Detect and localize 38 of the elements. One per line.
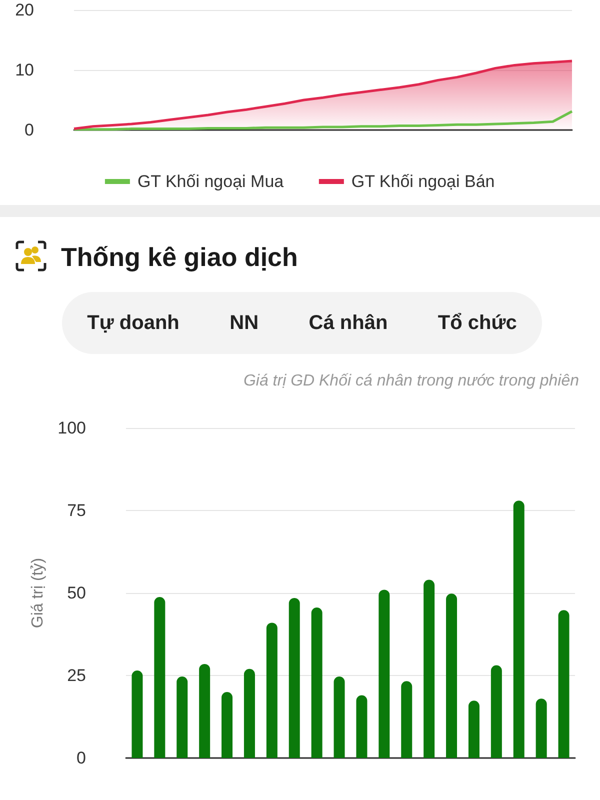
y-tick-label: 50 (67, 584, 86, 602)
bar (311, 608, 322, 758)
bar (513, 500, 524, 758)
y-tick-label: 25 (67, 666, 86, 685)
chart-title: Thống kê giao dịch (61, 242, 298, 272)
bar (378, 590, 390, 758)
y-tick-label: 75 (67, 501, 86, 520)
bar (334, 676, 345, 758)
bar (401, 681, 412, 758)
bar (446, 594, 458, 758)
bar (154, 596, 166, 758)
bar (468, 700, 480, 758)
bar (356, 695, 368, 758)
chart-subtitle: Giá trị GD Khối cá nhân trong nước trong phiên (243, 372, 580, 390)
y-axis-title: Giá trị (tỷ) (30, 558, 46, 628)
y-tick-label: 0 (24, 120, 34, 140)
bar (424, 580, 435, 758)
legend-label: GT Khối ngoại Mua (137, 172, 284, 191)
bar (266, 622, 278, 758)
bar (536, 698, 547, 758)
bar (199, 664, 210, 758)
text: NN (228, 310, 260, 336)
bar (176, 676, 188, 758)
bar (558, 610, 570, 758)
line-series (72, 110, 574, 131)
bar (490, 665, 502, 758)
bar (288, 598, 300, 758)
y-tick-label: 10 (15, 60, 34, 80)
text: Tổ chức (436, 310, 518, 336)
legend-label: GT Khối ngoại Bán (351, 172, 495, 191)
bar (222, 692, 233, 758)
bar (244, 668, 255, 758)
y-tick-label: 20 (15, 0, 34, 20)
y-tick-label: 100 (58, 418, 86, 438)
text: Cá nhân (308, 310, 389, 336)
bar (132, 670, 143, 758)
y-tick-label: 0 (76, 748, 86, 768)
text: Tự doanh (86, 310, 180, 336)
